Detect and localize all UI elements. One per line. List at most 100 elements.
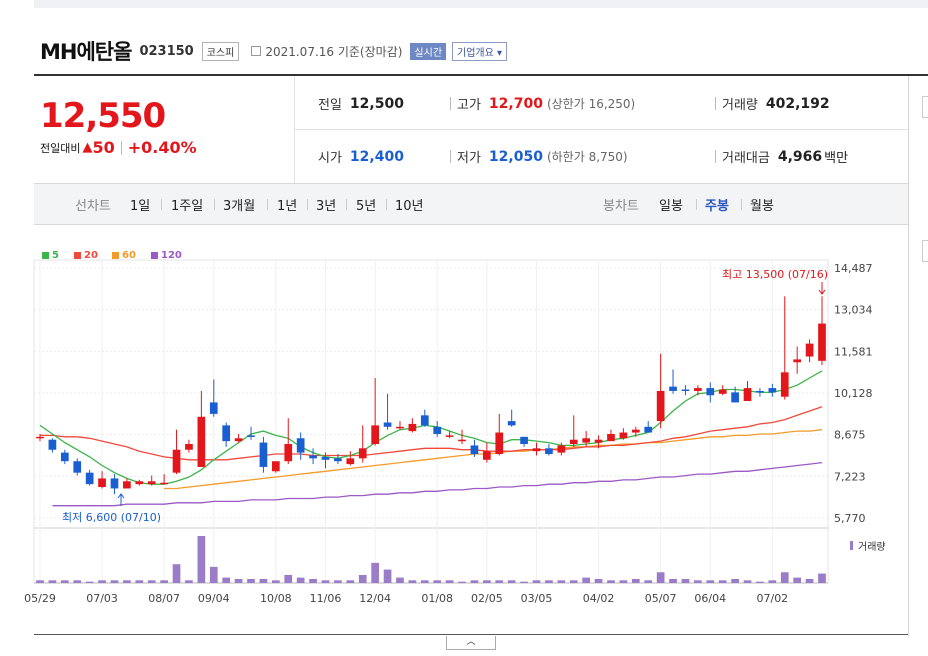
legend-ma20: 20: [74, 250, 98, 261]
open-price: 시가 12,400: [318, 147, 404, 167]
candle-body: [433, 426, 442, 434]
candle-body: [48, 439, 57, 450]
chart-grid: [33, 259, 829, 584]
period-1w[interactable]: 1주일: [171, 199, 204, 214]
volume-bar: [135, 580, 144, 583]
period-3m[interactable]: 3개월: [223, 199, 256, 214]
ma5-line: [39, 370, 823, 485]
chevron-up-icon: ︿: [466, 637, 476, 647]
candle-body: [818, 323, 826, 361]
volume-bar: [569, 580, 578, 583]
divider: [120, 140, 122, 155]
volume-bar: [706, 580, 715, 583]
chevron-down-icon: ▾: [497, 47, 503, 59]
ma20-line: [40, 406, 823, 461]
volume-bar: [681, 578, 690, 583]
candle-body: [135, 481, 144, 485]
candle-body: [805, 343, 814, 357]
change-row: 전일대비 ▲ 50 +0.40%: [40, 138, 197, 157]
volume-bar: [147, 580, 156, 583]
volume-bar: [408, 580, 417, 583]
volume-legend: 거래량: [858, 541, 886, 553]
prev-close-value: 12,500: [349, 95, 404, 112]
period-weekly[interactable]: 주봉: [705, 199, 729, 214]
volume-bar: [271, 580, 280, 583]
volume-bar: [284, 574, 293, 583]
volume-bar: [818, 573, 826, 583]
price-summary: 12,550 전일대비 ▲ 50 +0.40%: [40, 96, 197, 157]
side-tab[interactable]: [922, 96, 928, 118]
max-annotation: 최고 13,500 (07/16): [722, 268, 828, 281]
candle-body: [507, 421, 516, 426]
candle-chart-label: 봉차트: [603, 199, 639, 214]
volume-bar: [756, 581, 764, 583]
volume-bar: [334, 580, 342, 583]
divider: [696, 199, 697, 210]
volume-bar: [247, 578, 255, 583]
volume-bar: [607, 580, 615, 583]
high-price: 고가 12,700 (상한가 16,250): [457, 94, 635, 114]
candle-body: [123, 481, 131, 489]
volume-label: 거래량: [722, 98, 758, 113]
candle-body: [110, 478, 119, 489]
volume-bar: [371, 562, 379, 583]
candle-body: [619, 432, 628, 439]
volume-bar: [110, 580, 119, 583]
period-1y[interactable]: 1년: [277, 199, 298, 214]
volume-bar: [160, 580, 168, 583]
y-tick-label: 8,675: [834, 429, 866, 442]
x-tick-label: 01/08: [421, 592, 453, 605]
current-price: 12,550: [40, 96, 166, 136]
candle-body: [383, 422, 392, 427]
candle-body: [172, 449, 181, 473]
stock-name: MH에탄올: [40, 40, 132, 64]
volume-bar: [483, 580, 491, 583]
period-1d[interactable]: 1일: [130, 199, 151, 214]
period-monthly[interactable]: 월봉: [750, 199, 774, 214]
volume-bar: [234, 578, 243, 583]
period-3y[interactable]: 3년: [316, 199, 337, 214]
volume-bar: [694, 580, 702, 583]
period-10y[interactable]: 10년: [395, 199, 424, 214]
volume-bar: [768, 580, 777, 583]
candle-body: [631, 429, 640, 433]
candle-body: [271, 461, 280, 472]
period-daily[interactable]: 일봉: [659, 199, 683, 214]
legend-ma5: 5: [42, 250, 59, 261]
candle-body: [346, 458, 355, 465]
axis-labels: 14,487 13,034 11,581 10,128 8,675 7,223 5,770 0…: [24, 262, 872, 605]
company-overview-button[interactable]: 기업개요 ▾: [452, 41, 508, 61]
open-value: 12,400: [349, 148, 404, 165]
amount-unit: 백만: [824, 151, 849, 166]
candle-body: [160, 482, 168, 485]
candle-body: [334, 458, 342, 462]
low-value: 12,050: [488, 148, 543, 165]
trade-amount: 거래대금 4,966 백만: [722, 147, 849, 167]
volume-bar: [36, 580, 44, 583]
volume-bar: [222, 577, 231, 583]
collapse-button[interactable]: ︿: [446, 636, 496, 650]
period-5y[interactable]: 5년: [356, 199, 377, 214]
volume-bar: [532, 580, 541, 583]
x-tick-label: 12/04: [359, 592, 391, 605]
volume-bar: [48, 580, 57, 583]
calendar-icon: [251, 46, 262, 56]
candle-body: [209, 402, 218, 414]
stock-code: 023150: [139, 43, 194, 59]
x-tick-label: 07/02: [756, 592, 788, 605]
candle-body: [681, 389, 690, 392]
lower-limit: (하한가 8,750): [546, 150, 628, 164]
max-arrow-head: [818, 289, 826, 295]
side-tab[interactable]: [922, 240, 928, 262]
amount-value: 4,966: [777, 148, 823, 165]
volume-bar: [656, 572, 665, 583]
volume-bar: [98, 580, 106, 583]
realtime-button[interactable]: 실시간: [410, 42, 447, 60]
right-panel-border: [908, 76, 909, 636]
x-tick-label: 11/06: [310, 592, 342, 605]
divider: [450, 150, 451, 163]
y-tick-label: 11,581: [834, 345, 873, 358]
x-tick-label: 02/05: [471, 592, 503, 605]
candle-body: [582, 438, 591, 443]
